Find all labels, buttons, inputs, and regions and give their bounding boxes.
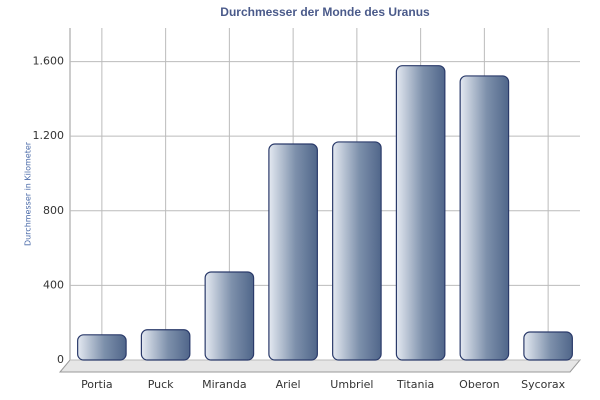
x-tick-label: Titania [396, 378, 434, 391]
bar [204, 271, 255, 361]
x-tick-label: Puck [148, 378, 174, 391]
x-tick-label: Umbriel [330, 378, 373, 391]
x-tick-label: Ariel [276, 378, 301, 391]
y-tick-label: 400 [43, 278, 64, 291]
y-tick-label: 800 [43, 204, 64, 217]
bar [77, 334, 127, 361]
chart-title: Durchmesser der Monde des Uranus [220, 5, 430, 19]
y-tick-label: 0 [57, 353, 64, 366]
x-tick-label: Portia [81, 378, 113, 391]
y-tick-label: 1.600 [33, 55, 65, 68]
bar [459, 75, 510, 361]
bar [332, 141, 382, 361]
bar [523, 331, 573, 361]
x-tick-label: Oberon [459, 378, 499, 391]
floor [58, 359, 582, 373]
x-tick-label: Sycorax [521, 378, 566, 391]
x-tick-label: Miranda [202, 378, 247, 391]
bar [140, 329, 191, 361]
bar [395, 65, 446, 361]
y-axis-label: Durchmesser in Kilometer [24, 141, 33, 246]
bar [268, 143, 318, 361]
y-tick-label: 1.200 [33, 129, 65, 142]
